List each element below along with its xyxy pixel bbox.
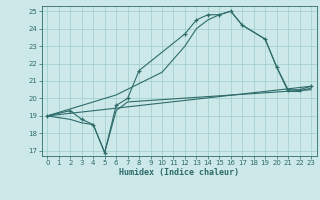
X-axis label: Humidex (Indice chaleur): Humidex (Indice chaleur) [119,168,239,177]
